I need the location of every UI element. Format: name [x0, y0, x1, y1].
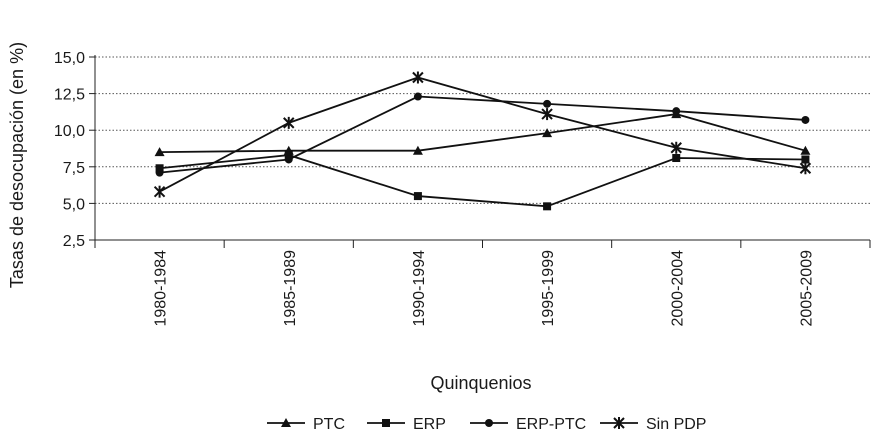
legend-item-erp: ERP	[367, 416, 446, 433]
data-point-sin-pdp	[541, 108, 553, 121]
legend-label: PTC	[313, 416, 345, 433]
data-point-ptc	[154, 147, 165, 157]
x-tick-label: 2005-2009	[798, 250, 815, 327]
data-point-erp-ptc	[672, 107, 681, 116]
data-point-erp	[413, 192, 422, 201]
data-point-ptc	[412, 145, 423, 155]
data-point-erp-ptc	[543, 99, 552, 108]
data-point-erp	[284, 151, 293, 160]
x-tick-labels: 1980-1984 1985-1989 1990-1994 1995-1999 2000…	[153, 250, 816, 327]
data-point-sin-pdp	[153, 185, 166, 198]
data-point-ptc	[800, 145, 811, 155]
y-tick-label: 2,5	[63, 233, 85, 250]
y-tick-labels: 2,5 5,0 7,5 10,0 12,5 15,0	[54, 50, 85, 250]
y-tick-label: 12,5	[54, 87, 85, 104]
data-point-sin-pdp	[799, 162, 812, 175]
data-point-erp-ptc	[155, 168, 164, 177]
series-lines	[159, 76, 806, 208]
legend-label: ERP	[413, 416, 446, 433]
x-axis-title: Quinquenios	[430, 373, 531, 393]
legend-marker-ptc	[281, 418, 291, 427]
x-tick-label: 2000-2004	[669, 250, 686, 327]
data-point-erp-ptc	[801, 115, 810, 124]
y-tick-label: 10,0	[54, 123, 85, 140]
x-tick-label: 1990-1994	[411, 250, 428, 327]
data-point-sin-pdp	[283, 116, 295, 129]
legend-marker-sin-pdp	[613, 417, 625, 429]
y-tick-label: 15,0	[54, 50, 85, 67]
series-markers	[153, 71, 812, 211]
data-point-ptc	[542, 128, 553, 138]
data-point-erp	[801, 155, 810, 164]
x-tick-label: 1995-1999	[540, 250, 557, 327]
series-line-ptc	[159, 113, 806, 154]
legend-item-sin-pdp: Sin PDP	[600, 416, 706, 433]
data-point-erp	[543, 202, 552, 211]
data-point-erp-ptc	[284, 155, 293, 164]
legend-item-erp-ptc: ERP-PTC	[470, 416, 586, 433]
grid	[95, 56, 870, 204]
legend-label: Sin PDP	[646, 416, 706, 433]
data-point-sin-pdp	[670, 141, 682, 154]
data-point-erp	[155, 164, 164, 173]
series-line-sin-pdp	[159, 76, 806, 193]
legend-marker-erp	[382, 419, 390, 427]
data-point-sin-pdp	[412, 71, 424, 84]
series-line-erp	[159, 154, 806, 208]
series-line-erp-ptc	[159, 95, 806, 174]
y-axis-title: Tasas de desocupación (en %)	[7, 42, 27, 288]
y-tick-label: 5,0	[63, 196, 85, 213]
x-tick-label: 1980-1984	[153, 250, 170, 327]
data-point-erp	[672, 154, 681, 163]
legend-label: ERP-PTC	[516, 416, 586, 433]
legend: PTC ERP ERP-PTC Sin PDP	[267, 416, 706, 433]
axes	[89, 55, 871, 248]
legend-item-ptc: PTC	[267, 416, 345, 433]
data-point-erp-ptc	[413, 92, 422, 101]
legend-marker-erp-ptc	[485, 419, 493, 427]
y-tick-label: 7,5	[63, 160, 85, 177]
x-tick-label: 1985-1989	[282, 250, 299, 327]
